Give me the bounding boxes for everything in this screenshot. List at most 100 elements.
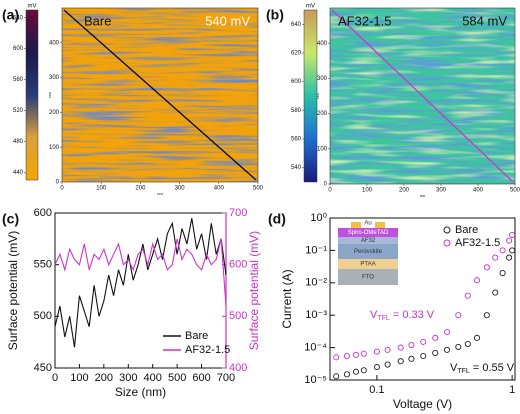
series-line [54,238,227,307]
colorbar [303,9,318,183]
data-point [483,312,490,319]
stack-layer [338,237,398,244]
y-axis-label: nm [315,93,320,99]
x-tick-label: 500 [510,188,520,194]
colorbar-tick-label: 540 [291,165,302,171]
data-point [492,254,499,261]
x-tick-label: 200 [399,188,410,194]
map-label: AF32-1.5 [338,13,391,28]
y-tick-label: 600 [34,207,52,219]
y-tick-label: 10⁻³ [305,309,327,321]
y-tick-label: 550 [34,259,52,271]
data-point [420,338,427,345]
stack-layer [338,244,398,259]
data-point [464,292,471,299]
legend-marker [443,239,451,247]
data-point [408,341,415,349]
colorbar-tick-label: 600 [13,46,24,52]
data-point [384,346,391,353]
colorbar-tick-label: 600 [291,79,302,85]
data-point [397,358,404,365]
y2-axis-label: Surface potential (mV) [247,231,261,350]
stack-layer [338,228,398,237]
x-axis-label: nm [420,193,426,198]
colorbar-tick-label: 560 [291,137,302,143]
y2-tick-label: 600 [229,259,247,271]
colorbar-tick-label: 580 [291,108,302,114]
data-point [352,351,359,358]
x-tick-label: 400 [473,188,484,194]
stack-label: AF32 [361,238,376,244]
y-tick-label: 0 [56,180,60,186]
plot-frame [329,217,516,381]
x-axis-label: Voltage (V) [393,397,452,411]
stack-label: Spiro-OMeTAD [348,230,389,236]
legend-label: AF32-1.5 [455,237,500,249]
data-point [509,247,516,254]
data-point [432,349,439,357]
data-point [499,269,506,277]
annotation-text: V [370,309,378,321]
data-point [499,247,506,254]
x-tick-label: 400 [144,372,162,384]
colorbar-tick-label: 480 [13,139,24,145]
y-tick-label: 450 [34,362,52,374]
x-tick-label: 200 [135,186,146,192]
annotation: VTFL = 0.33 V [370,309,435,322]
data-point [473,277,481,284]
legend-marker [443,226,451,234]
data-point [397,344,404,351]
x-axis-label: nm [157,191,163,196]
x-tick-label: 1 [509,384,515,396]
map-frame [329,7,516,185]
x-tick-label: 300 [436,188,447,194]
y-tick-label: 100 [317,146,328,152]
y-tick-label: 300 [49,75,60,81]
colorbar-tick-label: 620 [291,51,302,57]
stack-label: Au [364,221,371,227]
data-point [343,371,350,378]
y-tick-label: 400 [317,41,328,47]
x-tick-label: 0 [52,372,58,384]
data-point [432,334,439,341]
y-tick-label: 10⁻² [305,277,327,289]
x-tick-label: 500 [168,372,186,384]
x-tick-label: 200 [95,372,113,384]
y-tick-label: 500 [34,310,52,322]
annotation-rest: = 0.55 V [470,362,515,374]
x-tick-label: 400 [214,186,225,192]
y-axis-label: Current (A) [280,269,294,328]
data-point [333,373,340,380]
series-line [54,218,227,348]
data-point [343,352,350,360]
data-point [352,368,359,375]
y-tick-label: 10⁻⁴ [304,342,327,354]
x-tick-label: 700 [217,372,235,384]
y-tick-label: 300 [317,76,328,82]
data-point [483,264,490,271]
data-point [506,237,513,244]
colorbar-tick-label: 520 [13,108,24,114]
data-point [506,254,513,261]
legend-label: Bare [185,330,208,342]
data-point [333,354,340,361]
y-tick-label: 100 [49,145,60,151]
y2-tick-label: 700 [229,207,247,219]
colorbar-label: mV [306,4,315,10]
data-point [373,348,380,355]
x-tick-label: 300 [175,186,186,192]
panel-label: (b) [266,7,284,23]
x-tick-label: 100 [362,188,373,194]
x-tick-label: 300 [119,372,137,384]
line-profile [63,9,257,181]
stack-layer [338,269,398,285]
map-annotation: 584 mV [462,13,507,28]
data-point [455,343,462,350]
y-axis-label: nm [47,92,52,98]
annotation: VTFL = 0.55 V [450,362,515,375]
colorbar-tick-label: 560 [13,77,24,83]
colorbar [25,9,39,181]
map-frame [61,7,259,183]
annotation-text: V [450,362,458,374]
